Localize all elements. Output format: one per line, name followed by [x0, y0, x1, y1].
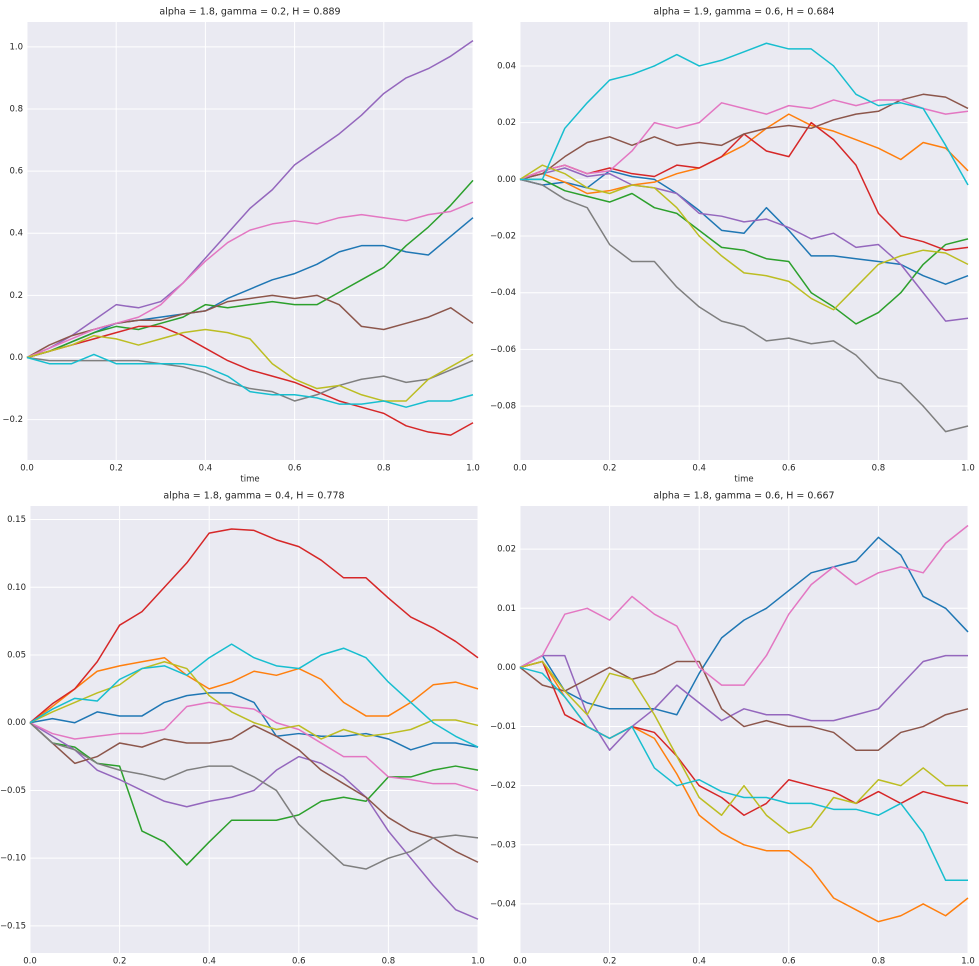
subplot: 0.0 0.2 0.4 0.6 0.8 1.0 −0.2 0.0 0.2 0.4 0.6 0.8 1.0… [2, 7, 479, 485]
y-tick-label: 0.01 [497, 604, 516, 614]
chart-title: alpha = 1.9, gamma = 0.6, H = 0.684 [653, 7, 834, 18]
y-tick-label: −0.10 [0, 854, 26, 864]
x-tick-label: 0.2 [113, 957, 127, 966]
subplot: 0.0 0.2 0.4 0.6 0.8 1.0 −0.04 −0.03 −0.02 −0.01 0.… [490, 491, 975, 966]
series-line [519, 164, 969, 311]
x-tick-label: 0.4 [202, 957, 216, 966]
y-tick-label: −0.02 [490, 232, 516, 242]
series-line [519, 167, 969, 322]
x-tick-label: 0.6 [782, 957, 796, 966]
y-tick-label: −0.04 [490, 899, 516, 909]
x-tick-label: 0.8 [872, 957, 886, 966]
series-line [29, 722, 479, 920]
series-line [29, 661, 479, 740]
x-tick-label: 1.0 [466, 464, 480, 474]
x-tick-label: 0.2 [603, 464, 617, 474]
series-line [29, 722, 479, 863]
series-line [29, 722, 479, 866]
y-tick-label: 0.05 [7, 651, 26, 661]
chart-title: alpha = 1.8, gamma = 0.4, H = 0.778 [163, 491, 344, 502]
x-axis-label: time [240, 475, 259, 485]
plot-area [27, 22, 473, 460]
y-tick-label: 0.00 [497, 175, 516, 185]
series-line [519, 666, 968, 882]
subplot: 0.0 0.2 0.4 0.6 0.8 1.0 −0.08 −0.06 −0.04 −0.02 0.… [490, 7, 975, 485]
x-axis-label: time [734, 475, 753, 485]
y-tick-label: 0.02 [497, 118, 516, 128]
x-tick-label: 0.4 [692, 957, 706, 966]
y-tick-label: 0.8 [9, 104, 23, 114]
series-line [520, 42, 969, 186]
plot-area [520, 506, 968, 953]
series-line [26, 328, 474, 402]
y-tick-label: 1.0 [9, 42, 23, 52]
series-line [519, 660, 969, 751]
x-tick-label: 0.0 [513, 464, 527, 474]
y-tick-label: −0.2 [2, 415, 23, 425]
series-line [29, 528, 479, 724]
x-tick-label: 0.6 [292, 957, 306, 966]
y-tick-label: −0.04 [490, 288, 516, 298]
y-tick-label: 0.00 [7, 718, 26, 728]
y-tick-label: −0.02 [490, 781, 516, 791]
chart-title: alpha = 1.8, gamma = 0.6, H = 0.667 [653, 491, 834, 502]
series-line [519, 113, 969, 195]
x-tick-label: 0.0 [23, 957, 37, 966]
series-line [29, 643, 479, 748]
series-line [29, 656, 479, 724]
y-tick-label: 0.2 [9, 291, 23, 301]
y-tick-label: 0.00 [497, 663, 516, 673]
series-line [519, 178, 969, 433]
y-tick-label: 0.0 [9, 353, 23, 363]
series-line [29, 722, 479, 870]
series-line [519, 99, 969, 181]
x-tick-label: 0.8 [382, 957, 396, 966]
x-tick-label: 0.4 [692, 464, 706, 474]
x-tick-label: 0.2 [109, 464, 123, 474]
series-line [26, 353, 474, 408]
y-tick-label: −0.03 [490, 840, 516, 850]
series-line [26, 201, 474, 359]
series-line [29, 701, 479, 792]
x-tick-label: 0.6 [782, 464, 796, 474]
y-tick-label: −0.15 [0, 921, 26, 931]
y-tick-label: 0.15 [7, 515, 26, 525]
plot-area [520, 22, 968, 460]
y-tick-label: 0.6 [9, 167, 23, 177]
y-tick-label: −0.08 [490, 402, 516, 412]
series-line [519, 660, 968, 834]
x-tick-label: 1.0 [961, 464, 975, 474]
y-tick-label: −0.05 [0, 786, 26, 796]
series-line [26, 179, 474, 359]
chart-title: alpha = 1.8, gamma = 0.2, H = 0.889 [159, 7, 340, 18]
y-tick-label: −0.06 [490, 345, 516, 355]
x-tick-label: 1.0 [471, 957, 485, 966]
x-tick-label: 0.4 [199, 464, 213, 474]
series-line [519, 170, 969, 285]
series-line [520, 178, 969, 325]
y-tick-label: 0.4 [9, 229, 23, 239]
x-tick-label: 0.0 [20, 464, 34, 474]
x-tick-label: 0.0 [513, 957, 527, 966]
x-tick-label: 0.2 [603, 957, 617, 966]
y-tick-label: 0.10 [7, 583, 26, 593]
x-tick-label: 1.0 [961, 957, 975, 966]
y-tick-label: 0.04 [497, 61, 516, 71]
y-tick-label: −0.01 [490, 722, 516, 732]
series-line [519, 654, 968, 751]
x-tick-label: 0.8 [872, 464, 886, 474]
x-tick-label: 0.6 [288, 464, 302, 474]
y-tick-label: 0.02 [497, 545, 516, 555]
plot-area [30, 506, 478, 953]
subplot: 0.0 0.2 0.4 0.6 0.8 1.0 −0.15 −0.10 −0.05 0.00 0.0… [0, 491, 485, 966]
x-tick-label: 0.8 [377, 464, 391, 474]
series-line [26, 217, 474, 359]
series-line [519, 524, 969, 686]
series-line [26, 356, 474, 402]
series-line [29, 692, 479, 751]
series-line [519, 536, 969, 716]
series-line [26, 40, 474, 359]
